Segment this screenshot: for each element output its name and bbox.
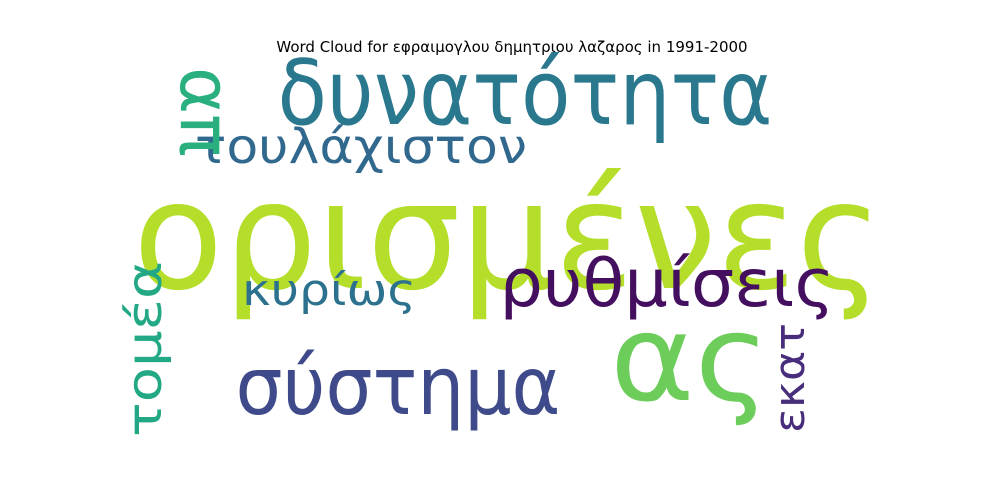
word-kyrios: κυρίως xyxy=(242,265,416,316)
word-systima: σύστημα xyxy=(236,340,561,433)
word-dynatotita: δυνατότητα xyxy=(278,41,773,146)
chart-title: Word Cloud for εφραιμογλου δημητριου λαζ… xyxy=(276,38,748,56)
word-as: ας xyxy=(610,290,770,429)
word-ap: απ xyxy=(164,67,246,157)
word-orismenes: ορισμένες xyxy=(133,150,883,324)
word-ekat: εκατ xyxy=(765,323,814,433)
word-toulachiston: τουλάχιστον xyxy=(195,119,527,175)
word-rythmiseis: ρυθμίσεις xyxy=(500,245,835,322)
word-tomea: τομέα xyxy=(117,261,173,437)
